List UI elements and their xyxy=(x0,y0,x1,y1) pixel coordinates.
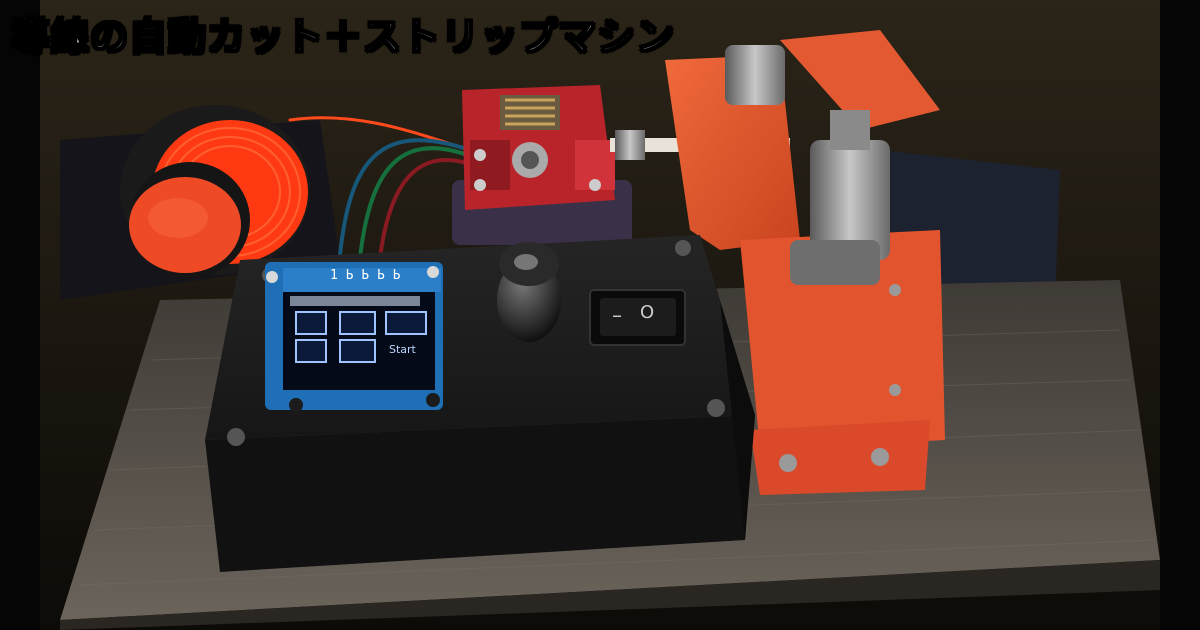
oled-top-text: 1 Ь Ь Ь Ь xyxy=(330,268,401,283)
switch-line-symbol: – xyxy=(612,303,622,327)
red-extruder xyxy=(462,85,615,210)
oled-display xyxy=(265,262,443,412)
rotary-knob xyxy=(497,242,561,342)
right-dark-band xyxy=(1160,0,1200,630)
stepper-coupler xyxy=(725,45,890,285)
tube-fitting xyxy=(615,130,645,160)
oled-start-label: Start xyxy=(389,343,416,356)
table-edge xyxy=(60,560,1160,630)
switch-circle-symbol: O xyxy=(640,302,655,323)
wire-spool xyxy=(120,105,310,278)
left-dark-band xyxy=(0,0,40,630)
wires xyxy=(288,116,487,260)
page-title: 導線の自動カット＋ストリップマシン xyxy=(11,14,676,60)
rocker-switch xyxy=(589,289,686,346)
